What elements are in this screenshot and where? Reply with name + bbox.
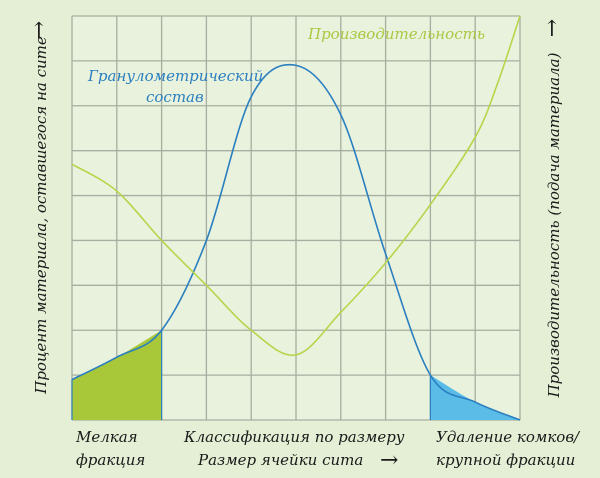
x-label-coarse-line2: крупной фракции	[436, 451, 575, 469]
series-lines	[71, 15, 521, 421]
granulometric-curve	[71, 63, 521, 421]
series-label-granulometric-line2: состав	[146, 88, 204, 106]
y-axis-left-arrow: →	[27, 21, 52, 39]
x-label-mesh-size: Размер ячейки сита	[197, 451, 363, 469]
x-label-coarse-line1: Удаление комков/	[436, 428, 581, 446]
shaded-regions	[71, 330, 520, 420]
series-label-granulometric-line1: Гранулометрический	[87, 67, 263, 85]
shaded-region-coarse	[430, 375, 520, 420]
x-label-classification: Классификация по размеру	[183, 428, 405, 446]
x-label-mesh-arrow: →	[380, 448, 398, 473]
y-axis-right-label: Производительность (подача материала)	[545, 52, 563, 398]
series-label-productivity: Производительность	[307, 25, 485, 43]
y-axis-left-label: Процент материала, оставшегося на сите	[32, 36, 50, 395]
productivity-curve	[71, 15, 521, 356]
y-axis-right-arrow: →	[540, 19, 565, 37]
x-label-fine-line2: фракция	[76, 451, 145, 469]
shaded-region-fine	[72, 330, 162, 420]
x-label-fine-line1: Мелкая	[75, 428, 138, 446]
